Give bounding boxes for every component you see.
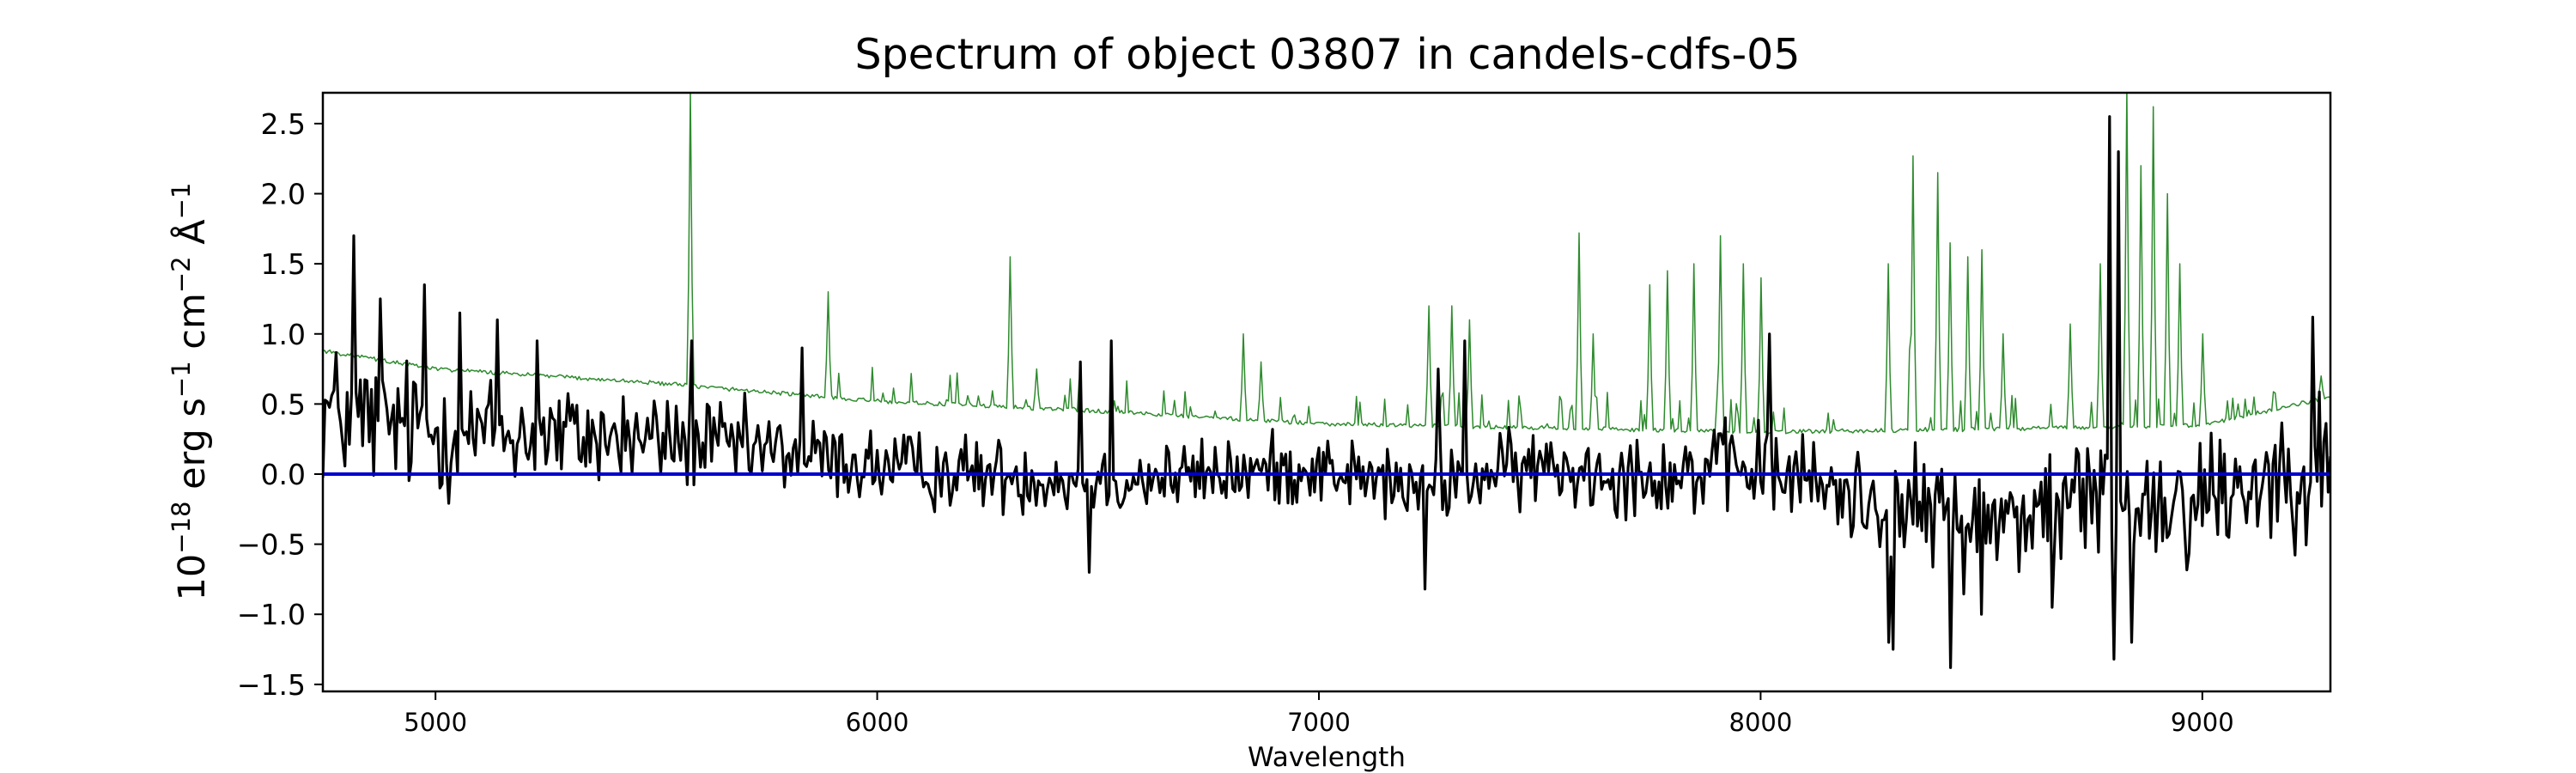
- y-tick-label: 1.0: [261, 318, 306, 351]
- x-tick-label: 7000: [1287, 708, 1351, 737]
- y-tick-label: −1.0: [237, 598, 306, 631]
- y-tick-label: 1.5: [261, 247, 306, 281]
- y-tick-label: 2.5: [261, 107, 306, 141]
- y-axis: −1.5 −1.0 −0.5 0.0 0.5 1.0 1.5 2.0 2.5: [237, 107, 323, 702]
- y-axis-label: 10−18 erg s−1 cm−2 Å−1: [167, 183, 214, 601]
- y-tick-label: −0.5: [237, 528, 306, 562]
- plot-area: [321, 91, 2332, 693]
- x-tick-label: 8000: [1729, 708, 1793, 737]
- x-axis: 5000 6000 7000 8000 9000: [404, 691, 2234, 737]
- chart-title: Spectrum of object 03807 in candels-cdfs…: [854, 30, 1800, 79]
- y-tick-label: 0.5: [261, 387, 306, 421]
- y-tick-label: 0.0: [261, 458, 306, 491]
- x-tick-label: 5000: [404, 708, 467, 737]
- flux-series-line: [323, 115, 2330, 669]
- x-tick-label: 9000: [2171, 708, 2234, 737]
- x-tick-label: 6000: [846, 708, 909, 737]
- x-axis-label: Wavelength: [1248, 742, 1406, 773]
- error-series-line: [323, 93, 2330, 435]
- y-tick-label: −1.5: [237, 668, 306, 702]
- y-tick-label: 2.0: [261, 178, 306, 211]
- plot-frame: [321, 91, 2332, 693]
